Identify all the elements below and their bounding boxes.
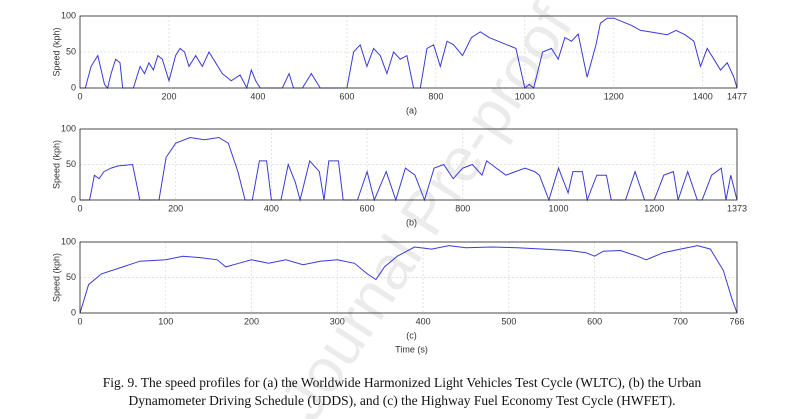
x-tick-label: 0 [77, 203, 82, 213]
x-tick-label: 700 [673, 316, 688, 326]
x-tick-label: 1400 [693, 91, 713, 101]
x-tick-label: 600 [339, 91, 354, 101]
panel-label: (b) [406, 217, 417, 227]
y-tick-label: 50 [66, 159, 76, 169]
axes-frame [79, 241, 738, 314]
x-tick-label: 766 [729, 316, 744, 326]
caption-line: Fig. 9. The speed profiles for (a) the W… [103, 375, 702, 390]
x-tick-label: 400 [250, 91, 265, 101]
x-tick-label: 300 [330, 316, 345, 326]
x-tick-label: 100 [158, 316, 173, 326]
axes-frame [79, 15, 738, 89]
y-tick-label: 0 [71, 307, 76, 317]
x-tick-label: 200 [161, 91, 176, 101]
x-tick-label: 1000 [515, 91, 535, 101]
y-axis-label: Speed (kph) [51, 27, 61, 76]
x-tick-label: 1200 [604, 91, 624, 101]
x-axis-label: Time (s) [395, 344, 428, 354]
x-tick-label: 1373 [727, 203, 747, 213]
x-tick-label: 1000 [548, 203, 568, 213]
y-tick-label: 100 [61, 236, 76, 246]
y-tick-label: 0 [71, 82, 76, 92]
speed-line [80, 136, 738, 202]
axes-frame [79, 128, 738, 201]
x-tick-label: 200 [168, 203, 183, 213]
x-tick-label: 0 [77, 316, 82, 326]
watermark: Journal Pre-proof [267, 0, 586, 419]
x-tick-label: 400 [264, 203, 279, 213]
panel-label: (a) [406, 105, 417, 115]
speed-line [79, 245, 738, 314]
panel-label: (c) [406, 330, 417, 340]
x-tick-label: 800 [428, 91, 443, 101]
speed-line [80, 17, 738, 90]
x-tick-label: 600 [587, 316, 602, 326]
x-tick-label: 400 [416, 316, 431, 326]
x-tick-label: 0 [77, 91, 82, 101]
y-axis-label: Speed (kph) [51, 253, 61, 302]
y-tick-label: 100 [61, 123, 76, 133]
x-tick-label: 200 [244, 316, 259, 326]
x-tick-label: 500 [501, 316, 516, 326]
y-tick-label: 100 [61, 10, 76, 20]
y-axis-label: Speed (kph) [51, 140, 61, 189]
y-tick-label: 0 [71, 194, 76, 204]
caption-line: Dynamometer Driving Schedule (UDDS), and… [129, 393, 676, 408]
x-tick-label: 800 [455, 203, 470, 213]
y-tick-label: 50 [66, 272, 76, 282]
x-tick-label: 1477 [727, 91, 747, 101]
x-tick-label: 600 [360, 203, 375, 213]
y-tick-label: 50 [66, 46, 76, 56]
x-tick-label: 1200 [644, 203, 664, 213]
